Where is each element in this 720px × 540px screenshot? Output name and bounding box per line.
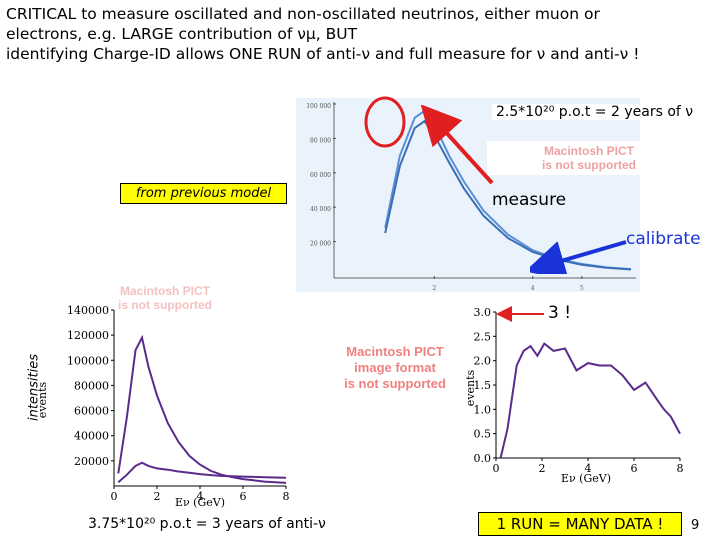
from-previous-model-box: from previous model [120,183,287,204]
x-tick-label: 8 [283,490,290,503]
blue-arrow [530,240,627,274]
measure-label: measure [492,190,567,210]
y-tick-label: 2.0 [474,355,492,368]
svg-text:is not supported: is not supported [118,298,212,312]
red-arrow [420,105,494,185]
x-tick-label: 8 [677,462,684,475]
title-line-2: electrons, e.g. LARGE contribution of νμ… [6,25,358,43]
left-xlabel: Eν (GeV) [175,496,225,509]
y-tick-label: 140000 [67,304,109,317]
y-tick-label: 20000 [74,455,109,468]
y-tick-label: 1.5 [474,379,492,392]
x-tick-label: 4 [531,285,535,292]
x-tick-label: 0 [111,490,118,503]
y-tick-label: 0.5 [474,428,492,441]
many-data-box: 1 RUN = MANY DATA ! [478,512,682,536]
y-tick-label: 3.0 [474,306,492,319]
years-antinu-label: 3.75*10²⁰ p.o.t = 3 years of anti-ν [88,516,326,532]
y-tick-label: 80000 [74,379,109,392]
y-tick-label: 100 000 [306,103,331,110]
pict-mid-line3: is not supported [344,376,446,391]
svg-text:Macintosh PICT: Macintosh PICT [120,284,211,298]
pict-placeholder-middle: Macintosh PICT image format is not suppo… [328,336,462,402]
page-number: 9 [691,518,700,533]
three-label: 3 ! [548,303,572,323]
years-nu-label: 2.5*10²⁰ p.o.t = 2 years of ν [492,104,698,120]
x-tick-label: 5 [580,285,584,292]
y-tick-label: 2.5 [474,330,492,343]
left-ylabel: events [36,381,49,418]
y-tick-label: 40 000 [310,206,331,213]
pict-placeholder-small: Macintosh PICT is not supported [487,141,692,175]
pict-small-line2: is not supported [542,158,636,172]
series-line-0 [117,334,287,484]
series-line-1 [384,119,632,271]
x-tick-label: 4 [585,462,592,475]
slide-title: CRITICAL to measure oscillated and non-o… [6,4,718,64]
x-tick-label: 2 [432,285,436,292]
y-tick-label: 100000 [67,354,109,367]
calibrate-label: calibrate [626,229,701,249]
nu-mu-symbol: νμ [297,25,316,43]
x-tick-label: 0 [493,462,500,475]
three-arrow [496,306,544,322]
pict-small-line1: Macintosh PICT [544,144,635,158]
x-tick-label: 4 [197,490,204,503]
y-tick-label: 60000 [74,405,109,418]
pict-mid-line2: image format [354,360,436,375]
pict-placeholder-faded: Macintosh PICT is not supported [118,284,212,312]
x-tick-label: 6 [240,490,247,503]
y-tick-label: 20 000 [310,241,331,248]
y-tick-label: 1.0 [474,403,492,416]
peak-ellipse [364,96,406,148]
right-xlabel: Eν (GeV) [561,472,611,485]
series-line-0 [499,342,681,459]
y-tick-label: 40000 [74,430,109,443]
title-line-3: identifying Charge-ID allows ONE RUN of … [6,45,640,63]
pict-mid-line1: Macintosh PICT [346,344,444,359]
y-tick-label: 120000 [67,329,109,342]
y-tick-label: 60 000 [310,172,331,179]
x-tick-label: 6 [631,462,638,475]
series-line-1 [117,461,287,483]
title-line-1: CRITICAL to measure oscillated and non-o… [6,5,600,23]
x-tick-label: 2 [539,462,546,475]
x-tick-label: 2 [154,490,161,503]
events-plot-left: 140000 120000 100000 80000 60000 40000 20000 0… [36,304,290,509]
events-plot-right: 3.0 2.5 2.0 1.5 1.0 0.5 0.0 0 2 4 6 8 events Eν (G… [466,306,684,485]
y-tick-label: 0.0 [474,452,492,465]
flux-plot: 100 000 80 000 60 000 40 000 20 000 2 4 5 [296,98,640,292]
right-ylabel: events [466,369,477,406]
y-tick-label: 80 000 [310,137,331,144]
